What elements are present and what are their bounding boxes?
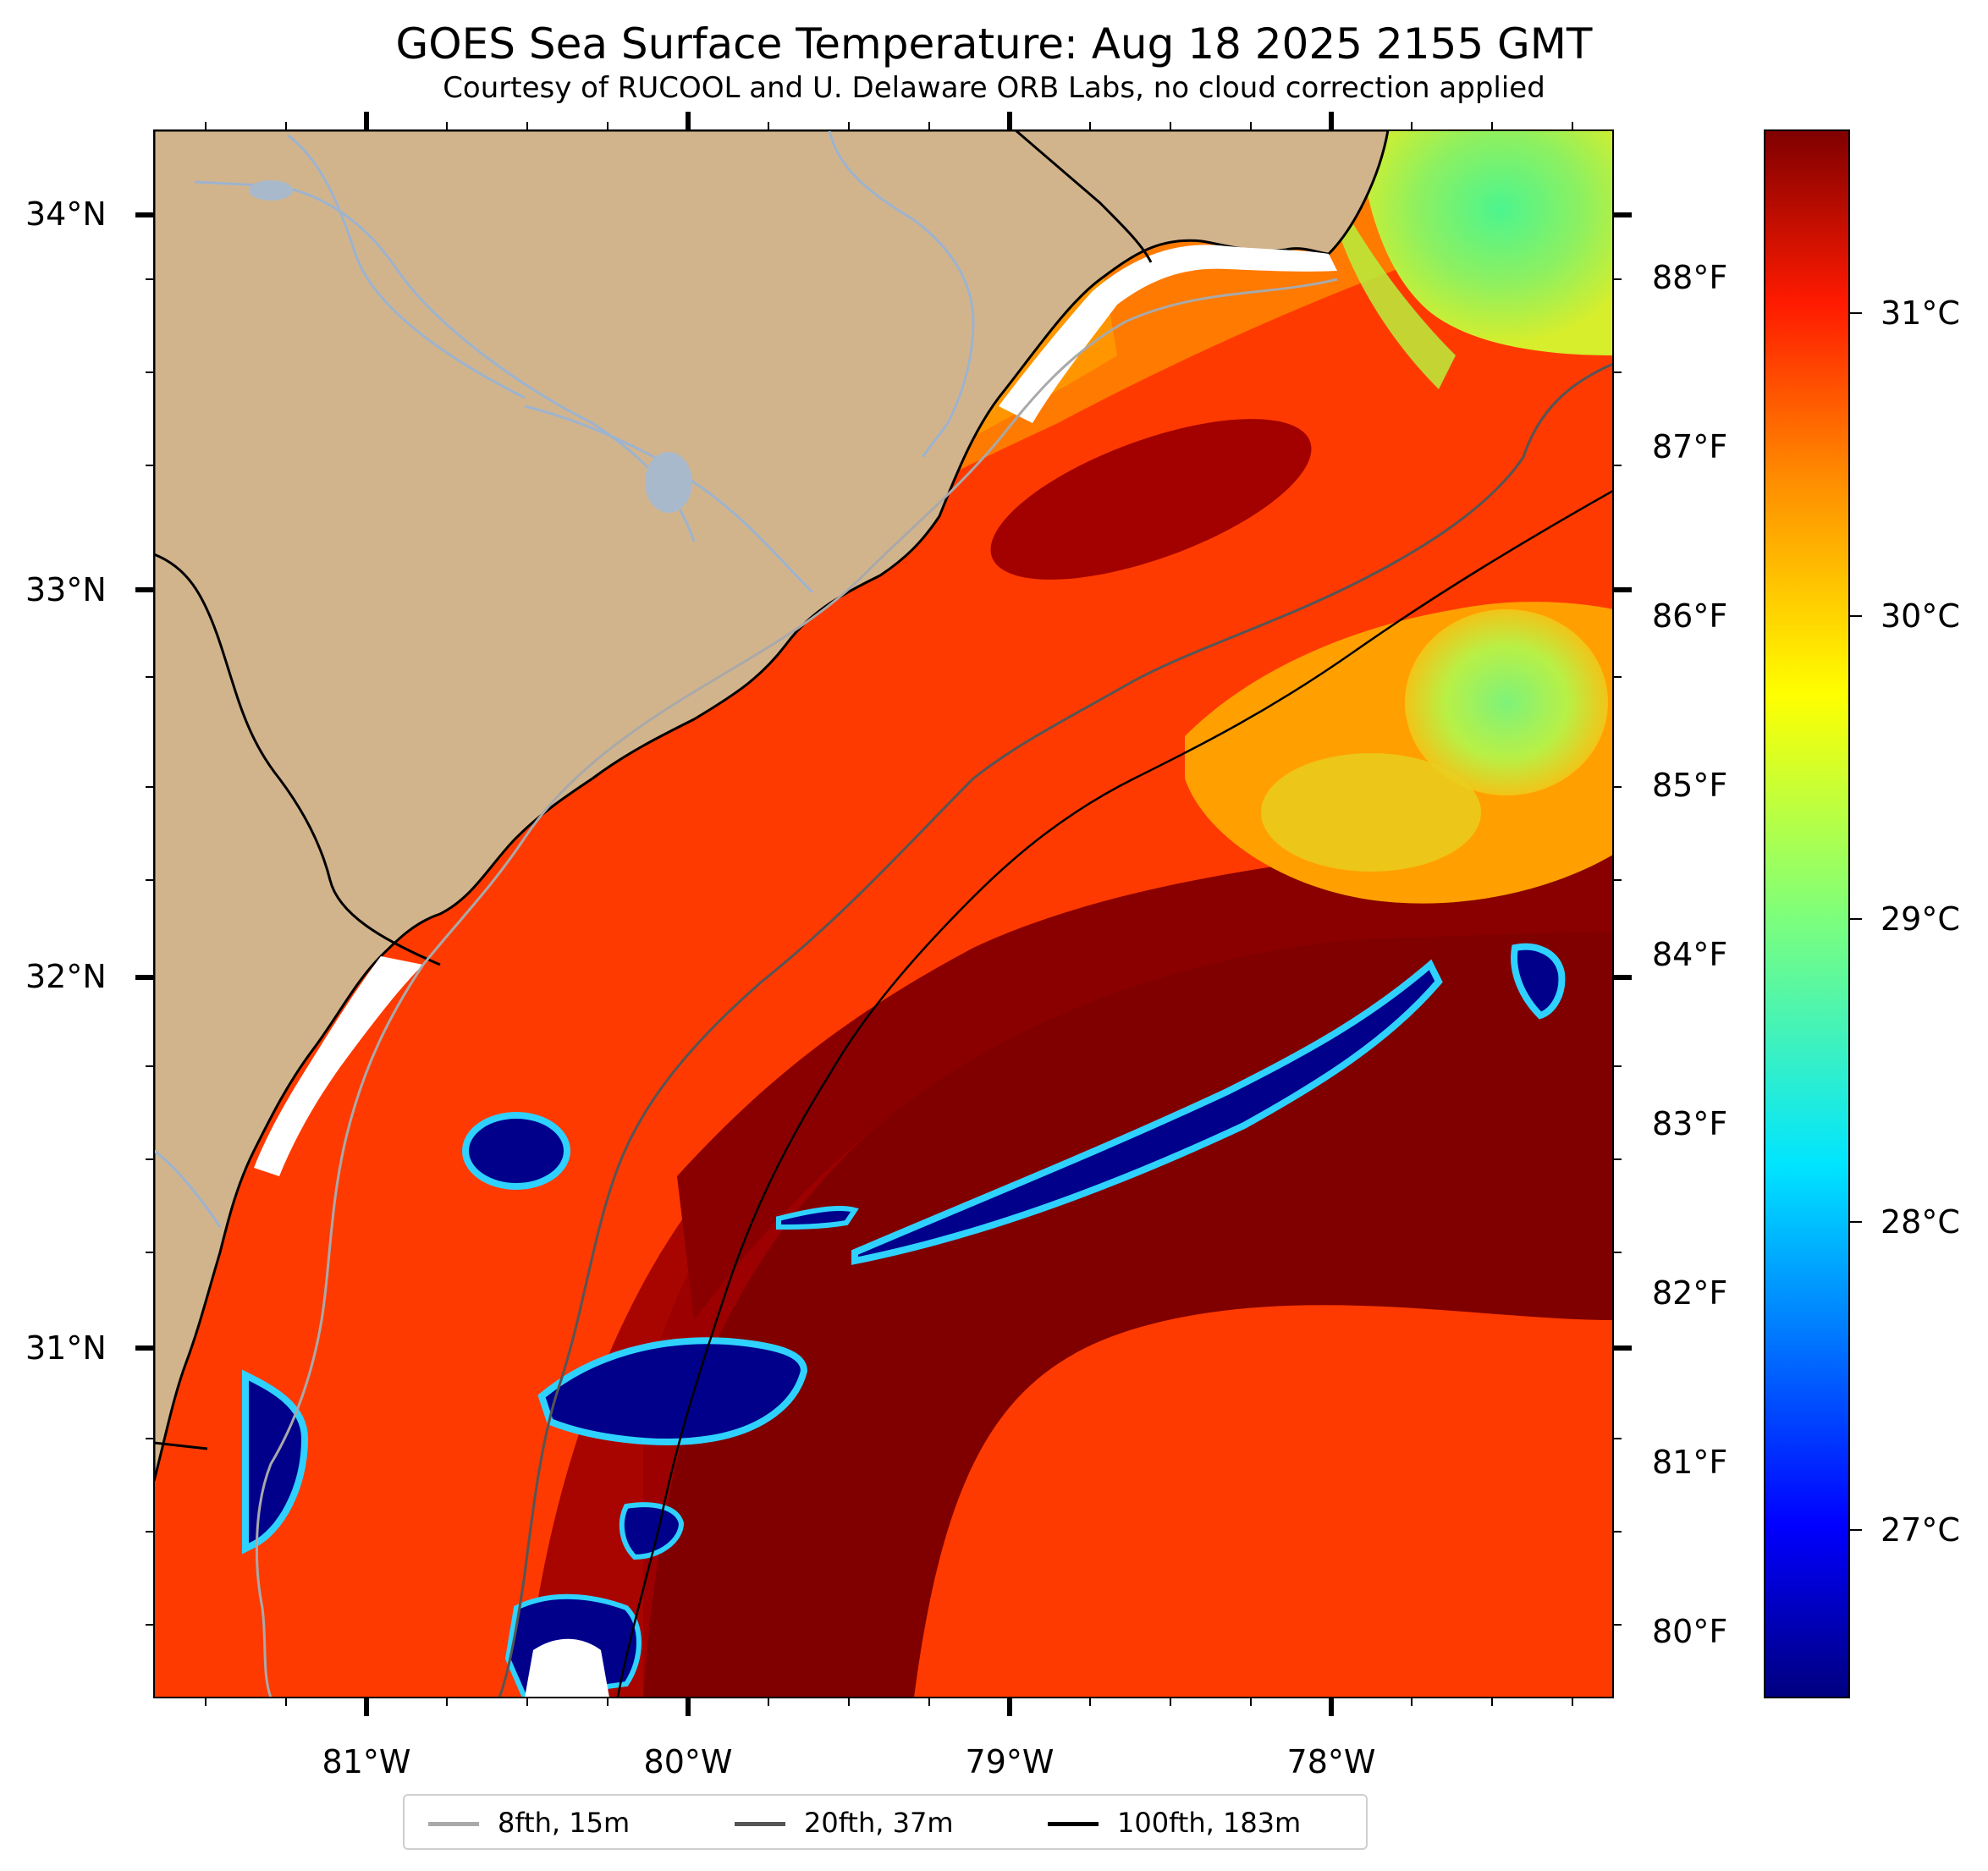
cold-streak [851,959,1443,1265]
legend-label-100fth: 100fth, 183m [1117,1807,1302,1839]
upwelling-northeast [1363,130,1613,355]
legend-label-8fth: 8fth, 15m [498,1807,631,1839]
river-2 [828,130,975,458]
cold-patch-1 [462,1112,570,1190]
f-label-83: 83°F [1652,1105,1728,1142]
cold-patch-3 [1511,943,1566,1020]
isobath-20fth [498,362,1613,1698]
legend-line-20fth [735,1822,785,1826]
map-title: GOES Sea Surface Temperature: Aug 18 202… [395,19,1593,69]
cool-blob-core [1405,609,1608,795]
upwelling-plume [1337,212,1456,389]
cold-streak-2 [776,1206,859,1230]
state-border-nc [1015,130,1153,263]
c-label-27: 27°C [1881,1511,1960,1549]
c-label-29: 29°C [1881,900,1960,938]
lon-label-79: 79°W [965,1743,1055,1780]
lake [645,452,692,513]
lon-label-78: 78°W [1286,1743,1376,1780]
river-4 [287,134,526,399]
f-label-87: 87°F [1652,428,1728,465]
f-label-86: 86°F [1652,597,1728,635]
plot-frame [153,129,1614,1698]
c-label-31: 31°C [1881,294,1960,332]
f-label-80: 80°F [1652,1613,1728,1650]
legend-label-20fth: 20fth, 37m [804,1807,954,1839]
state-border-south [154,1441,208,1450]
lon-label-81: 81°W [322,1743,411,1780]
legend-line-100fth [1048,1822,1099,1826]
lat-label-31: 31°N [25,1329,107,1367]
river-3 [524,404,814,594]
c-label-28: 28°C [1881,1203,1960,1241]
warm-core-north [990,419,1312,580]
land [154,130,1390,1482]
c-label-30: 30°C [1881,597,1960,635]
cold-patch-5 [619,1502,685,1560]
isobath-100fth [616,489,1613,1698]
left-ticks [135,212,154,1626]
map-subtitle: Courtesy of RUCOOL and U. Delaware ORB L… [443,71,1545,105]
f-label-84: 84°F [1652,936,1728,973]
nodata-bottom [525,1638,609,1698]
coastal-nodata [999,245,1337,423]
f-label-85: 85°F [1652,767,1728,804]
colorbar-ticks [1849,312,1862,1531]
coastal-nodata-south [254,956,423,1176]
isobath-legend: 8fth, 15m 20fth, 37m 100fth, 183m [403,1794,1368,1850]
state-border [154,553,441,966]
legend-line-8fth [428,1822,479,1826]
lat-label-34: 34°N [25,195,107,233]
f-label-82: 82°F [1652,1274,1728,1312]
lat-label-33: 33°N [25,571,107,608]
f-label-81: 81°F [1652,1444,1728,1481]
river-5 [154,1149,222,1228]
lat-label-32: 32°N [25,958,107,995]
isobath-8fth [255,278,1338,1698]
colorbar [1764,129,1850,1698]
right-ticks [1613,212,1632,1626]
lake-2 [249,180,293,201]
cold-patch-2 [537,1337,808,1445]
top-bottom-ticks [205,112,1573,1716]
lon-label-80: 80°W [643,1743,733,1780]
f-label-88: 88°F [1652,259,1728,296]
cool-blob-outer [1261,753,1481,872]
